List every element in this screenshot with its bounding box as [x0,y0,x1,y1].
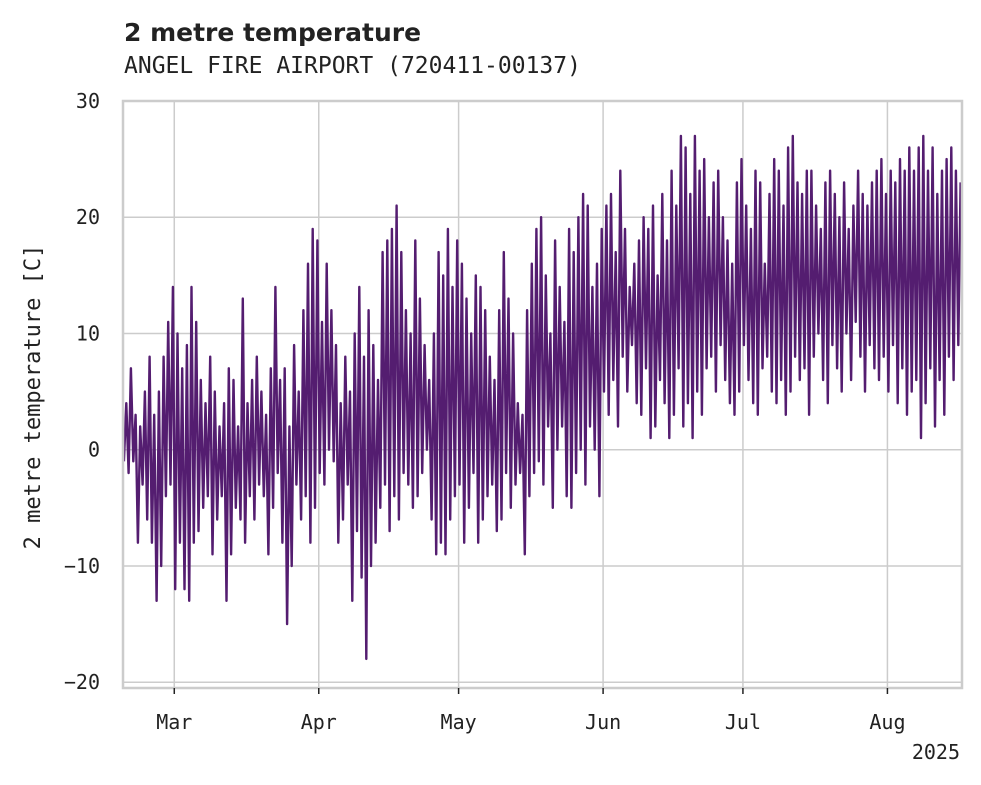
y-tick-label: 30 [76,89,100,113]
x-tick-label: Apr [301,710,337,734]
y-tick-label: −10 [64,554,100,578]
y-tick-label: 20 [76,205,100,229]
x-tick-label: May [441,710,477,734]
chart-title: 2 metre temperature [124,18,421,47]
x-tick-label: Jul [725,710,761,734]
y-tick-label: −20 [64,670,100,694]
temperature-series-line [122,134,962,661]
x-tick-label: Jun [585,710,621,734]
y-axis-ticks: −20 −10 0 10 20 30 [64,89,100,694]
y-tick-label: 0 [88,438,100,462]
x-tick-label: Aug [869,710,905,734]
y-axis-label: 2 metre temperature [C] [21,245,46,550]
y-tick-label: 10 [76,321,100,345]
x-axis-year-label: 2025 [912,740,960,764]
plot-frame [121,99,964,690]
x-axis-ticks: Mar Apr May Jun Jul Aug [156,688,905,734]
series-layer [122,134,962,661]
x-tick-label: Mar [156,710,192,734]
chart-subtitle: ANGEL FIRE AIRPORT (720411-00137) [124,53,581,79]
